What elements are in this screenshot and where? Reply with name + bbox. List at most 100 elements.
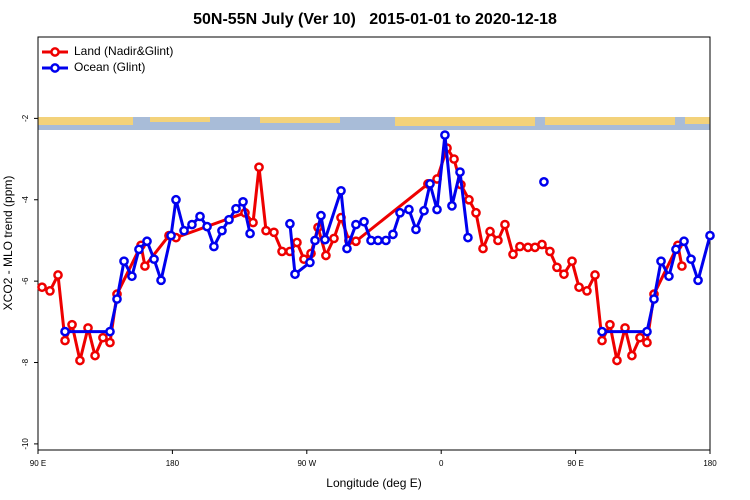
data-point — [254, 162, 264, 173]
data-point — [381, 235, 391, 246]
data-point — [537, 239, 547, 250]
data-point — [127, 271, 137, 282]
data-point — [171, 194, 181, 205]
data-point — [292, 237, 302, 248]
x-tick-label: 0 — [439, 459, 444, 468]
data-point — [105, 337, 115, 348]
data-point — [693, 275, 703, 286]
data-point — [664, 271, 674, 282]
data-point — [671, 244, 681, 255]
y-tick-label: -10 — [21, 438, 30, 450]
data-point — [342, 243, 352, 254]
data-point — [316, 210, 326, 221]
y-axis-label: XCO2 - MLO trend (ppm) — [1, 176, 15, 311]
data-point — [432, 204, 442, 215]
data-point — [45, 286, 55, 296]
data-point — [187, 219, 197, 230]
data-point — [485, 226, 495, 237]
data-point — [567, 256, 577, 267]
data-point — [464, 194, 474, 205]
data-point — [404, 204, 414, 215]
chart-title: 50N-55N July (Ver 10) 2015-01-01 to 2020… — [193, 11, 557, 28]
data-point — [359, 216, 369, 227]
y-tick-label: -8 — [21, 358, 30, 366]
data-point — [559, 269, 569, 280]
data-point — [105, 326, 115, 337]
data-point — [449, 154, 459, 164]
data-point — [231, 203, 241, 214]
data-point — [37, 282, 47, 293]
data-point — [149, 254, 159, 265]
data-point — [112, 294, 122, 304]
data-point — [677, 261, 687, 271]
data-point — [612, 355, 622, 366]
data-point — [679, 236, 689, 247]
data-point — [539, 177, 549, 187]
data-point — [195, 211, 205, 222]
data-point — [545, 246, 555, 257]
data-point — [248, 217, 258, 228]
data-point — [597, 326, 607, 337]
data-point — [351, 236, 361, 247]
map-land — [545, 117, 675, 125]
data-point — [440, 130, 450, 140]
data-point — [277, 246, 287, 257]
data-point — [552, 262, 562, 273]
map-land — [685, 117, 710, 124]
data-point — [119, 256, 129, 267]
data-point — [508, 249, 518, 260]
data-point — [388, 229, 398, 240]
data-point — [686, 254, 696, 265]
data-point — [140, 261, 150, 271]
data-point — [597, 335, 607, 346]
data-point — [463, 232, 473, 243]
data-point — [98, 332, 108, 343]
data-point — [320, 234, 330, 245]
data-point — [179, 225, 189, 236]
x-tick-label: 180 — [166, 459, 180, 468]
data-point — [705, 230, 715, 241]
data-point — [53, 270, 63, 280]
data-point — [202, 221, 212, 232]
data-point — [67, 319, 77, 330]
y-tick-label: -2 — [21, 114, 30, 122]
data-point — [493, 235, 503, 246]
map-strip — [38, 117, 710, 130]
map-land — [150, 117, 210, 122]
data-point — [217, 225, 227, 236]
legend-marker — [50, 63, 60, 73]
legend-label: Ocean (Glint) — [74, 60, 145, 74]
map-land — [260, 117, 340, 123]
x-tick-label: 90 E — [30, 459, 46, 468]
data-point — [582, 286, 592, 296]
data-point — [515, 241, 525, 252]
data-point — [238, 196, 248, 207]
series-line — [65, 133, 712, 334]
data-point — [75, 355, 85, 366]
data-point — [411, 224, 421, 235]
data-point — [351, 219, 361, 230]
x-tick-label: 180 — [703, 459, 717, 468]
map-land — [395, 117, 535, 126]
data-point — [209, 241, 219, 252]
legend-label: Land (Nadir&Glint) — [74, 44, 173, 58]
data-point — [269, 227, 279, 238]
data-point — [419, 205, 429, 216]
plot-frame — [37, 36, 711, 451]
data-point — [642, 337, 652, 348]
data-point — [455, 167, 465, 177]
map-land — [38, 117, 133, 125]
data-point — [166, 230, 176, 241]
data-point — [590, 270, 600, 280]
data-point — [373, 235, 383, 246]
data-point — [245, 228, 255, 239]
data-point — [156, 275, 166, 286]
data-point — [336, 185, 346, 196]
data-point — [142, 236, 152, 247]
data-point — [321, 250, 331, 261]
data-point — [395, 207, 405, 218]
data-point — [310, 235, 320, 246]
data-point — [224, 214, 234, 225]
